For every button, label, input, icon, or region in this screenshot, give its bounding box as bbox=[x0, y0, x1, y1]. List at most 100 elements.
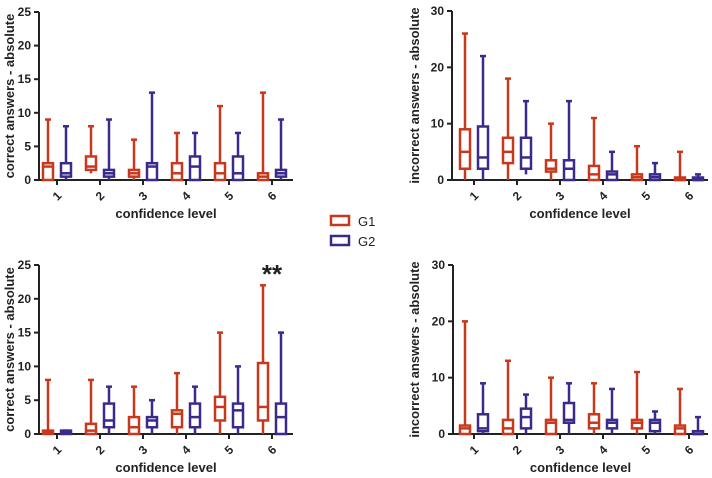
y-tick-label: 0 bbox=[24, 427, 31, 441]
box-iqr bbox=[274, 402, 288, 436]
box-iqr bbox=[648, 418, 662, 433]
box-iqr bbox=[501, 136, 515, 165]
chart-bottom-right: 0 10 20 30 1 2 3 4 5 6 confidence level incorrect a… bbox=[407, 258, 708, 475]
box-g2-level-5 bbox=[648, 161, 662, 182]
x-axis-title: confidence level bbox=[530, 460, 631, 475]
x-axis-title: confidence level bbox=[529, 206, 630, 221]
box-iqr bbox=[213, 161, 227, 182]
box-g2-level-5 bbox=[648, 410, 662, 434]
box-iqr bbox=[476, 413, 490, 433]
box-iqr bbox=[213, 395, 227, 422]
box-g2-level-4 bbox=[605, 150, 619, 182]
x-tick-label: 3 bbox=[553, 442, 568, 457]
box-g2-level-2 bbox=[102, 385, 116, 434]
box-iqr bbox=[544, 159, 558, 173]
y-axis-title: correct answers - absolute bbox=[2, 267, 17, 432]
x-tick-label: 5 bbox=[222, 188, 237, 203]
box-g1-level-1 bbox=[458, 32, 472, 180]
box-g1-level-5 bbox=[213, 331, 227, 434]
box-g2-level-6 bbox=[274, 118, 288, 180]
y-tick-label: 15 bbox=[18, 72, 32, 86]
box-iqr bbox=[102, 402, 116, 429]
box-iqr bbox=[41, 161, 55, 182]
box-iqr bbox=[519, 136, 533, 170]
box-iqr bbox=[145, 415, 159, 429]
box-iqr bbox=[231, 402, 245, 429]
box-g2-level-6 bbox=[691, 415, 705, 436]
y-tick-label: 0 bbox=[438, 427, 445, 441]
box-g2-level-3 bbox=[562, 99, 576, 182]
box-g2-level-4 bbox=[188, 131, 202, 182]
box-iqr bbox=[188, 402, 202, 429]
x-tick-label: 3 bbox=[136, 188, 151, 203]
box-iqr bbox=[605, 418, 619, 430]
box-g1-level-6 bbox=[256, 91, 270, 182]
box-g2-level-3 bbox=[562, 382, 576, 434]
y-tick-label: 20 bbox=[432, 314, 446, 328]
box-g1-level-3 bbox=[127, 385, 141, 436]
x-tick-label: 6 bbox=[682, 442, 697, 457]
box-g1-level-1 bbox=[41, 378, 55, 436]
box-g1-level-6 bbox=[673, 387, 687, 436]
box-iqr bbox=[127, 415, 141, 436]
y-tick-label: 10 bbox=[432, 371, 446, 385]
x-axis-title: confidence level bbox=[115, 206, 216, 221]
box-g2-level-1 bbox=[476, 382, 490, 434]
y-tick-label: 0 bbox=[437, 173, 444, 187]
box-g1-level-2 bbox=[501, 359, 515, 436]
box-iqr bbox=[476, 125, 490, 170]
box-g1-level-2 bbox=[84, 124, 98, 174]
y-tick-label: 15 bbox=[18, 326, 32, 340]
y-axis-title: correct answers - absolute bbox=[2, 14, 17, 179]
box-g1-level-5 bbox=[213, 104, 227, 182]
box-iqr bbox=[458, 128, 472, 170]
box-iqr bbox=[145, 161, 159, 182]
box-g1-level-2 bbox=[84, 378, 98, 436]
x-tick-label: 1 bbox=[467, 442, 482, 457]
box-g1-level-4 bbox=[170, 371, 184, 434]
x-tick-label: 1 bbox=[467, 188, 482, 203]
y-tick-label: 20 bbox=[18, 39, 32, 53]
significance-annotation: ** bbox=[262, 259, 283, 289]
box-g2-level-1 bbox=[476, 54, 490, 180]
box-iqr bbox=[170, 161, 184, 182]
box-g1-level-4 bbox=[587, 382, 601, 434]
y-tick-label: 25 bbox=[18, 258, 32, 272]
box-iqr bbox=[673, 424, 687, 436]
x-tick-label: 2 bbox=[510, 188, 525, 203]
x-tick-label: 4 bbox=[179, 442, 194, 457]
box-g1-level-4 bbox=[587, 116, 601, 182]
x-axis-title: confidence level bbox=[115, 460, 216, 475]
box-iqr bbox=[605, 170, 619, 182]
legend-swatch-g1 bbox=[329, 214, 351, 227]
y-tick-label: 10 bbox=[18, 106, 32, 120]
x-tick-label: 6 bbox=[265, 188, 280, 203]
x-tick-label: 6 bbox=[682, 188, 697, 203]
x-tick-label: 4 bbox=[596, 188, 611, 203]
box-iqr bbox=[501, 418, 515, 436]
box-g2-level-3 bbox=[145, 91, 159, 182]
x-tick-label: 1 bbox=[50, 188, 65, 203]
box-iqr bbox=[562, 159, 576, 182]
box-iqr bbox=[84, 422, 98, 436]
legend-label-g2: G2 bbox=[358, 234, 375, 249]
box-g2-level-2 bbox=[519, 393, 533, 434]
box-g2-level-4 bbox=[188, 385, 202, 434]
y-tick-label: 30 bbox=[431, 4, 445, 18]
box-iqr bbox=[231, 155, 245, 182]
box-g1-level-2 bbox=[501, 77, 515, 180]
x-tick-label: 4 bbox=[596, 442, 611, 457]
y-tick-label: 10 bbox=[18, 359, 32, 373]
box-iqr bbox=[458, 424, 472, 436]
chart-top-left: 0 5 10 15 20 25 1 2 3 4 5 6 confidence level correct … bbox=[2, 5, 293, 221]
box-g1-level-6 bbox=[673, 150, 687, 182]
box-iqr bbox=[587, 164, 601, 182]
legend-swatch-g2 bbox=[329, 234, 351, 247]
y-tick-label: 20 bbox=[431, 60, 445, 74]
x-tick-label: 5 bbox=[639, 188, 654, 203]
x-tick-label: 1 bbox=[50, 442, 65, 457]
legend: G1 G2 bbox=[329, 214, 375, 249]
x-tick-label: 3 bbox=[136, 442, 151, 457]
y-tick-label: 10 bbox=[431, 117, 445, 131]
